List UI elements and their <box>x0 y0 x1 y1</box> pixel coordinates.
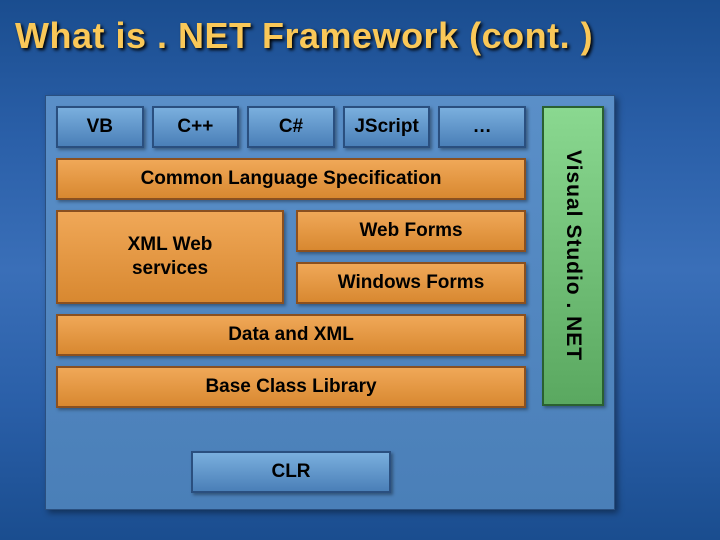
forms-stack: Web Forms Windows Forms <box>296 210 526 304</box>
xml-web-services-label: XML Webservices <box>128 233 213 281</box>
clr-layer: CLR <box>191 451 391 493</box>
lang-vb: VB <box>56 106 144 148</box>
lang-jscript: JScript <box>343 106 431 148</box>
web-forms-layer: Web Forms <box>296 210 526 252</box>
lang-more: … <box>438 106 526 148</box>
services-row: XML Webservices Web Forms Windows Forms <box>56 210 526 304</box>
base-class-library-layer: Base Class Library <box>56 366 526 408</box>
cls-layer: Common Language Specification <box>56 158 526 200</box>
xml-web-services-layer: XML Webservices <box>56 210 284 304</box>
architecture-diagram: VB C++ C# JScript … Common Language Spec… <box>45 95 615 510</box>
slide-title: What is . NET Framework (cont. ) <box>15 15 593 57</box>
lang-csharp: C# <box>247 106 335 148</box>
visual-studio-label: Visual Studio . NET <box>561 150 585 361</box>
lang-cpp: C++ <box>152 106 240 148</box>
windows-forms-layer: Windows Forms <box>296 262 526 304</box>
languages-row: VB C++ C# JScript … <box>56 106 526 148</box>
left-stack: VB C++ C# JScript … Common Language Spec… <box>46 96 536 511</box>
data-xml-layer: Data and XML <box>56 314 526 356</box>
visual-studio-sidebar: Visual Studio . NET <box>542 106 604 406</box>
